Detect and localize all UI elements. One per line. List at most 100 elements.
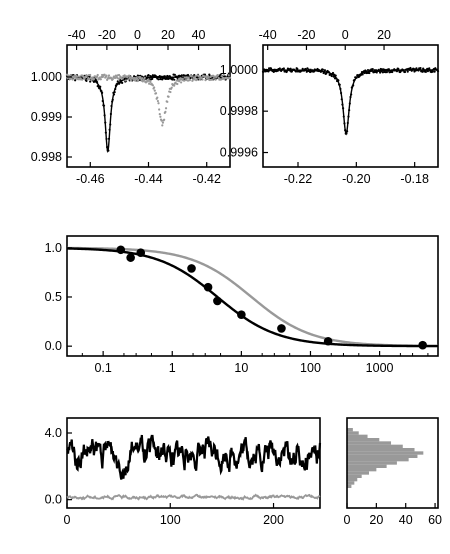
data-point [132, 75, 136, 78]
data-point [294, 70, 298, 73]
data-point [228, 76, 232, 79]
panel-b-plot: 0.1 1 10 100 1000 1.0 0.5 0.0 [45, 235, 439, 375]
data-point [214, 78, 217, 81]
a-left-y-tick-label: 0.998 [31, 150, 62, 164]
data-point [149, 80, 152, 83]
data-point [296, 67, 299, 71]
a-left-top-x-tick-label: -40 [68, 28, 86, 42]
data-point [183, 79, 186, 82]
histogram-bar [347, 431, 359, 435]
histogram-bar [347, 464, 387, 468]
a-right-y-tick-label: 0.9998 [220, 104, 258, 118]
data-point [424, 70, 427, 73]
data-point [169, 90, 172, 94]
histogram-bar [347, 481, 355, 485]
data-point [167, 77, 170, 80]
panel-c-left-plot: 0 100 200 4.0 0.0 [45, 417, 322, 527]
data-point [222, 73, 225, 76]
data-point [277, 324, 286, 333]
data-point [153, 86, 156, 89]
hist-x-tick-label: 20 [369, 513, 383, 527]
data-point [187, 76, 190, 79]
c-y-tick-label: 4.0 [45, 426, 62, 440]
time-trace [66, 493, 321, 501]
data-point [69, 73, 72, 77]
data-point [188, 78, 191, 82]
data-point [186, 73, 190, 77]
fit-line [66, 76, 230, 154]
data-point [403, 70, 407, 74]
data-point [127, 74, 131, 77]
data-point [418, 340, 427, 350]
data-point [95, 75, 99, 78]
data-point [419, 66, 422, 70]
histogram-bar [347, 428, 353, 432]
data-point [197, 74, 200, 78]
data-point [180, 74, 183, 77]
a-left-x-tick-label: -0.44 [134, 172, 163, 186]
data-point [170, 86, 173, 89]
data-point [91, 76, 94, 79]
data-point [198, 77, 202, 81]
a-left-top-x-tick-label: 20 [161, 28, 175, 42]
data-point [147, 74, 150, 77]
data-point [136, 248, 146, 258]
data-point [205, 75, 208, 78]
data-point [96, 73, 99, 77]
data-point [117, 73, 121, 77]
data-point [141, 77, 144, 80]
data-point [159, 115, 162, 118]
b-y-tick-label: 0.0 [45, 339, 62, 353]
c-x-tick-label: 200 [263, 513, 284, 527]
c-left-frame [66, 417, 321, 509]
data-point [210, 78, 213, 81]
b-x-tick-label: 10 [234, 361, 248, 375]
a-left-x-tick-label: -0.42 [192, 172, 221, 186]
data-point [137, 78, 140, 81]
data-point [126, 253, 135, 262]
data-point [167, 95, 170, 98]
data-point [78, 75, 81, 78]
data-point [111, 78, 114, 81]
data-point [290, 70, 294, 73]
data-point [166, 100, 169, 103]
data-point [161, 124, 164, 127]
histogram-bar [347, 468, 377, 472]
histogram-bar [347, 484, 352, 488]
data-point [406, 70, 409, 73]
data-point [391, 70, 394, 74]
transmission-series-0 [65, 73, 232, 152]
a-right-top-x-tick-label: -40 [259, 28, 277, 42]
data-point [433, 70, 436, 73]
panel-a-left-plot: -0.46 -0.44 -0.42 -40 -20 0 20 40 1.000 0.999 0.99… [31, 28, 232, 186]
data-point [207, 75, 210, 79]
data-point [321, 68, 325, 71]
histogram-bar [347, 471, 370, 475]
data-point [74, 79, 77, 82]
hist-x-tick-label: 0 [344, 513, 351, 527]
c-y-tick-label: 0.0 [45, 493, 62, 507]
data-point [160, 119, 163, 122]
data-point [397, 67, 400, 70]
data-point [176, 82, 179, 86]
data-point [124, 79, 128, 82]
panel-c-right-histogram: 0 20 40 60 [344, 417, 442, 527]
data-point [127, 78, 130, 81]
data-point [151, 77, 154, 80]
histogram-bar [347, 454, 418, 458]
histogram-bar [347, 438, 380, 442]
data-point [103, 73, 106, 76]
a-right-x-tick-label: -0.18 [400, 172, 429, 186]
a-left-x-tick-label: -0.46 [76, 172, 105, 186]
b-x-tick-label: 1000 [366, 361, 394, 375]
data-point [173, 84, 176, 87]
histogram-bar [347, 461, 397, 465]
c-x-tick-label: 0 [64, 513, 71, 527]
a-left-top-x-tick-label: 0 [134, 28, 141, 42]
histogram-bar [347, 448, 415, 452]
a-right-y-tick-label: 0.9996 [220, 146, 258, 160]
data-point [194, 74, 197, 78]
data-point [89, 80, 92, 83]
data-point [428, 67, 431, 70]
data-point [116, 80, 119, 83]
